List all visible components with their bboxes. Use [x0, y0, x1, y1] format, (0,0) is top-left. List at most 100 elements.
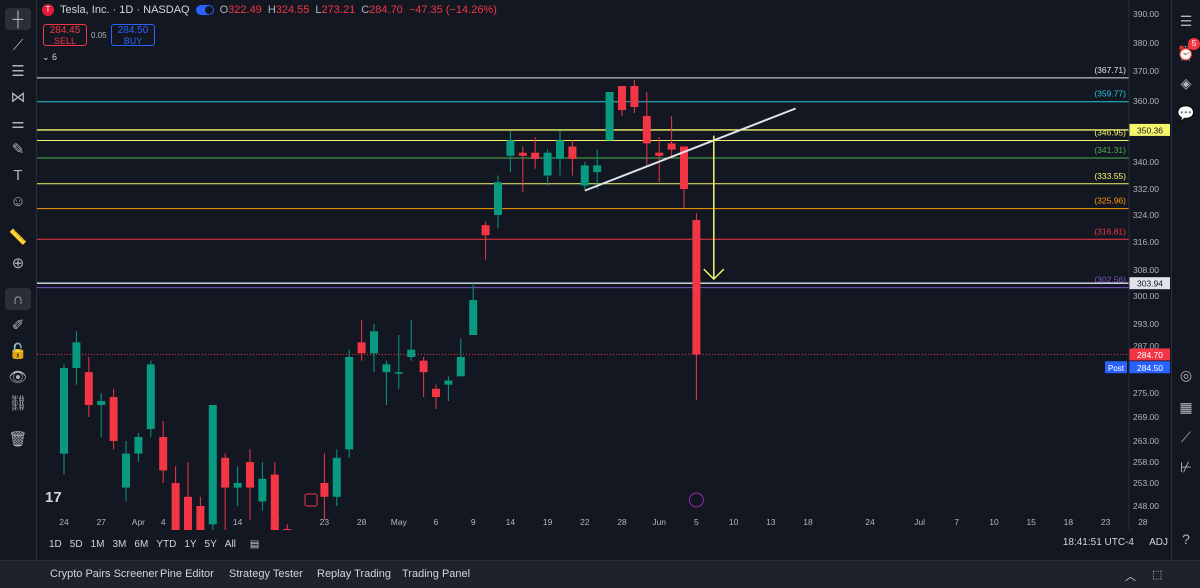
pattern-icon[interactable]: ⋈: [10, 89, 26, 106]
chart-area[interactable]: 390.00380.00370.00360.00350.00340.00332.…: [37, 0, 1172, 530]
y-tick-label: 300.00: [1133, 291, 1159, 301]
symbol-title[interactable]: Tesla, Inc. · 1D · NASDAQ: [60, 4, 190, 16]
candle-body: [469, 300, 478, 335]
tf-all[interactable]: All: [224, 538, 236, 550]
ideas-icon[interactable]: ⟋: [1181, 428, 1191, 445]
tab-trading-panel[interactable]: Trading Panel: [402, 568, 471, 580]
tab-strategy-tester[interactable]: Strategy Tester: [229, 568, 303, 580]
candle-body: [270, 474, 279, 530]
y-tick-label: 275.00: [1133, 388, 1159, 398]
tf-6m[interactable]: 6M: [134, 538, 149, 550]
brush-icon[interactable]: ✎: [11, 141, 25, 158]
x-tick-label: 28: [617, 517, 627, 527]
symbol-logo-icon: T: [42, 4, 54, 16]
text-icon[interactable]: T: [13, 166, 23, 184]
tab-crypto-pairs-screener[interactable]: Crypto Pairs Screener: [50, 568, 159, 580]
indicators-toggle[interactable]: ⌄ 6: [42, 52, 58, 62]
x-tick-label: 23: [320, 517, 330, 527]
eye-icon[interactable]: 👁: [8, 369, 28, 386]
candle-body: [320, 483, 329, 497]
candle-body: [146, 364, 155, 429]
ohlc-high: H324.55: [267, 4, 310, 16]
indicator-count: 6: [52, 52, 58, 62]
left-toolbar: ┼ ⟋ ☰ ⋈ ⚌ ✎ T ☺ 📏 ⊕ ∩ ✐ 🔓 👁 ⛓ 🗑: [0, 0, 37, 560]
candle-body: [159, 437, 168, 471]
clock[interactable]: 18:41:51 UTC-4: [1062, 537, 1134, 548]
x-tick-label: 14: [233, 517, 243, 527]
candle-body: [506, 140, 515, 156]
buy-button[interactable]: 284.50 BUY: [111, 24, 155, 46]
x-tick-label: 10: [729, 517, 739, 527]
buy-label: BUY: [123, 36, 143, 46]
collapse-panel-icon[interactable]: ︿: [1125, 571, 1136, 583]
tf-1y[interactable]: 1Y: [184, 538, 197, 550]
price-chart[interactable]: 390.00380.00370.00360.00350.00340.00332.…: [37, 0, 1172, 530]
chat-icon[interactable]: 💬: [1177, 104, 1195, 121]
watchlist-icon[interactable]: ☰: [1179, 12, 1193, 29]
tab-pine-editor[interactable]: Pine Editor: [160, 568, 214, 580]
crosshair-icon[interactable]: ┼: [5, 8, 31, 30]
candle-body: [109, 397, 118, 441]
lock-draw-icon[interactable]: ✐: [11, 317, 25, 334]
buy-price: 284.50: [117, 25, 149, 36]
magnet-icon[interactable]: ∩: [5, 288, 31, 310]
price-label: 350.36: [1137, 125, 1163, 135]
data-window-icon[interactable]: ◈: [1180, 74, 1192, 91]
level-label: (333.55): [1094, 171, 1126, 181]
lock-icon[interactable]: 🔓: [8, 343, 28, 360]
maximize-panel-icon[interactable]: ⬚: [1152, 569, 1163, 581]
candle-body: [518, 152, 527, 156]
candle-body: [531, 152, 540, 159]
alerts-icon[interactable]: ⏰ 5: [1175, 38, 1200, 64]
x-tick-label: 6: [434, 517, 439, 527]
post-label-bg: [1105, 361, 1127, 374]
candle-body: [580, 165, 589, 186]
tf-5y[interactable]: 5Y: [204, 538, 217, 550]
price-label-bg: [1129, 348, 1170, 361]
tf-ytd[interactable]: YTD: [156, 538, 177, 550]
fib-lines-icon[interactable]: ☰: [11, 63, 25, 80]
level-label: (316.81): [1094, 226, 1126, 236]
candle-body: [556, 140, 564, 159]
y-tick-label: 248.00: [1133, 501, 1159, 511]
sell-button[interactable]: 284.45 SELL: [43, 24, 87, 46]
level-label: (341.31): [1094, 145, 1126, 155]
zoom-icon[interactable]: ⊕: [11, 255, 25, 272]
help-icon[interactable]: ?: [1182, 531, 1190, 547]
y-tick-label: 380.00: [1133, 38, 1159, 48]
tf-3m[interactable]: 3M: [112, 538, 127, 550]
chart-patterns-icon[interactable]: ⊬: [1179, 458, 1193, 475]
trash-icon[interactable]: 🗑: [8, 431, 28, 448]
date-range-icon[interactable]: ▤: [249, 538, 260, 550]
y-tick-label: 360.00: [1133, 96, 1159, 106]
y-tick-label: 253.00: [1133, 478, 1159, 488]
earnings-icon: [304, 493, 318, 507]
target-icon[interactable]: ◎: [1179, 366, 1193, 383]
price-label-bg: [1129, 361, 1170, 374]
trendline-icon[interactable]: ⟋: [12, 36, 24, 54]
adj-toggle[interactable]: ADJ: [1149, 537, 1168, 548]
tf-1d[interactable]: 1D: [49, 538, 62, 550]
x-tick-label: 10: [989, 517, 999, 527]
candle-body: [642, 116, 651, 144]
y-tick-label: 332.00: [1133, 184, 1159, 194]
level-label: (346.95): [1094, 127, 1126, 137]
market-status-icon[interactable]: [195, 5, 214, 15]
sell-label: SELL: [53, 36, 77, 46]
x-tick-label: 27: [96, 517, 106, 527]
candle-body: [171, 483, 180, 530]
tab-replay-trading[interactable]: Replay Trading: [317, 568, 391, 580]
tf-1m[interactable]: 1M: [90, 538, 105, 550]
emoji-icon[interactable]: ☺: [10, 192, 26, 210]
tf-5d[interactable]: 5D: [69, 538, 83, 550]
right-toolbar: ☰ ⏰ 5 ◈ 💬 ◎ ▦ ⟋ ⊬ ?: [1171, 0, 1200, 560]
link-icon[interactable]: ⛓: [8, 395, 28, 412]
dividend-icon: [688, 492, 704, 508]
ruler-icon[interactable]: 📏: [8, 229, 28, 246]
measure-lines-icon[interactable]: ⚌: [11, 115, 25, 132]
ohlc-low: L273.21: [315, 4, 356, 16]
x-tick-label: 28: [1138, 517, 1148, 527]
calendar-icon[interactable]: ▦: [1179, 398, 1193, 415]
candle-body: [134, 437, 143, 454]
spread-value: 0.05: [91, 31, 107, 40]
